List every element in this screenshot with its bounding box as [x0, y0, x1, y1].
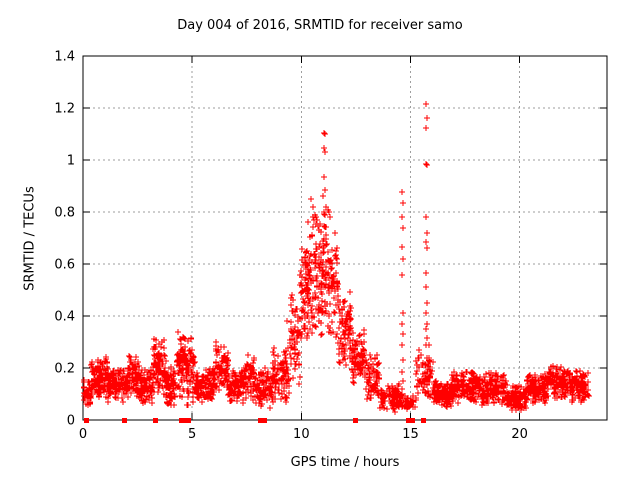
- zero-square-marker: [406, 418, 411, 423]
- x-tick-label: 0: [79, 427, 87, 442]
- zero-square-marker: [182, 418, 187, 423]
- zero-square-marker: [186, 418, 191, 423]
- y-tick-label: 0.4: [54, 310, 75, 325]
- zero-square-marker: [84, 418, 89, 423]
- x-tick-label: 20: [511, 427, 528, 442]
- zero-square-marker: [258, 418, 263, 423]
- x-tick-label: 5: [188, 427, 196, 442]
- x-tick-label: 10: [293, 427, 310, 442]
- y-tick-label: 0: [67, 414, 75, 429]
- plot-border: [82, 55, 608, 421]
- y-tick-label: 1: [67, 154, 75, 169]
- y-tick-label: 0.2: [54, 362, 75, 377]
- chart-title: Day 004 of 2016, SRMTID for receiver sam…: [177, 18, 463, 33]
- zero-square-marker: [410, 418, 415, 423]
- x-axis-label: GPS time / hours: [290, 455, 400, 470]
- zero-square-marker: [262, 418, 267, 423]
- y-axis-label: SRMTID / TECUs: [22, 186, 38, 291]
- y-tick-label: 0.6: [54, 258, 75, 273]
- x-tick-label: 15: [402, 427, 419, 442]
- zero-square-marker: [153, 418, 158, 423]
- zero-square-marker: [421, 418, 426, 423]
- zero-square-marker: [179, 418, 184, 423]
- zero-square-marker: [353, 418, 358, 423]
- y-tick-label: 1.2: [54, 102, 75, 117]
- scatter-points: [81, 101, 592, 415]
- zero-square-marker: [122, 418, 127, 423]
- y-tick-label: 1.4: [54, 50, 75, 65]
- y-tick-label: 0.8: [54, 206, 75, 221]
